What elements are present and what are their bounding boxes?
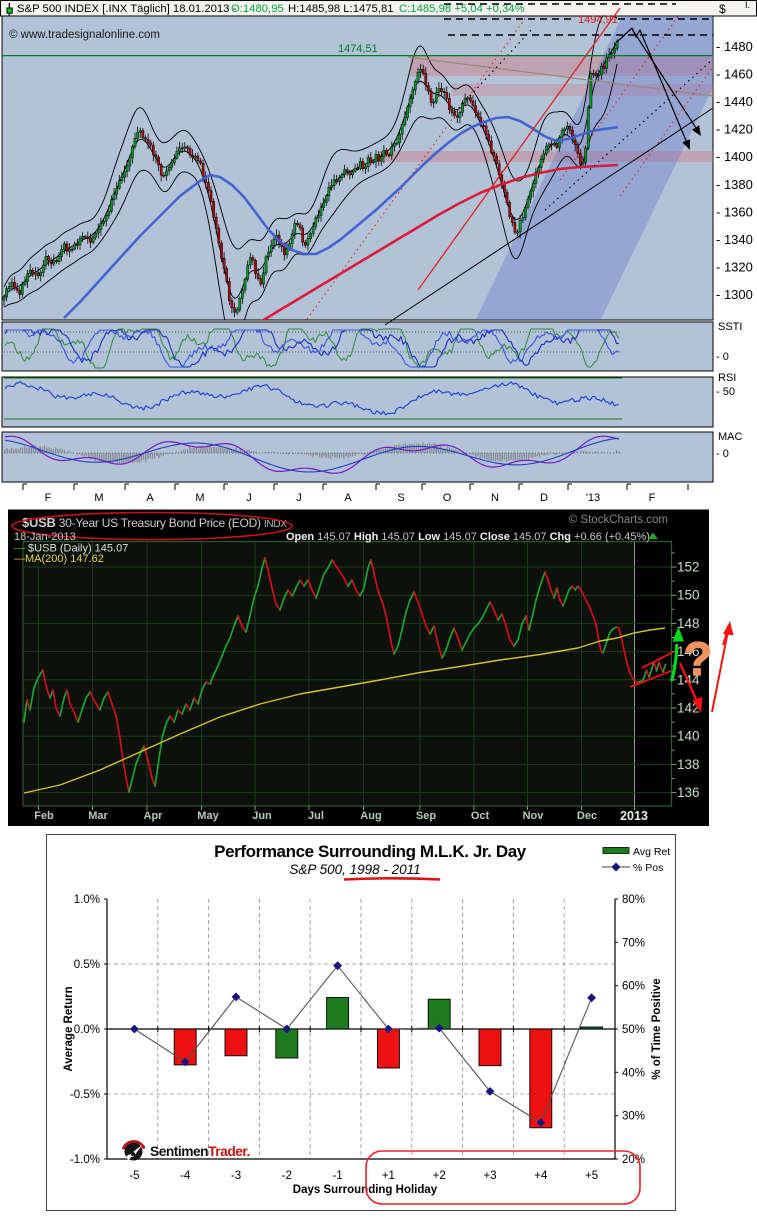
svg-text:Mar: Mar	[88, 810, 108, 822]
svg-text:S&P 500 INDEX [.INX Täglich]: S&P 500 INDEX [.INX Täglich] 18.01.2013 …	[17, 3, 237, 15]
svg-text:A: A	[146, 492, 154, 504]
svg-text:% of Time Positive: % of Time Positive	[651, 978, 663, 1079]
svg-text:- 1300: - 1300	[716, 287, 753, 302]
svg-text:Jun: Jun	[252, 810, 272, 822]
svg-text:146: 146	[677, 644, 700, 659]
svg-text:0.0%: 0.0%	[74, 1024, 100, 1036]
svg-text:C:1485,98 +5,04 +0,34%: C:1485,98 +5,04 +0,34%	[399, 3, 525, 15]
svg-text:Aug: Aug	[360, 810, 381, 822]
svg-text:1474,51: 1474,51	[338, 43, 378, 55]
svg-text:- 1480: - 1480	[716, 39, 753, 54]
svg-text:- 1460: - 1460	[716, 67, 753, 82]
svg-text:-4: -4	[180, 1170, 191, 1182]
svg-text:50%: 50%	[622, 1024, 645, 1036]
svg-text:N: N	[491, 492, 499, 504]
svg-text:+2: +2	[433, 1170, 446, 1182]
svg-text:30%: 30%	[622, 1111, 645, 1123]
svg-text:S: S	[397, 492, 404, 504]
svg-text:-3: -3	[231, 1170, 241, 1182]
svg-text:70%: 70%	[622, 937, 645, 949]
svg-text:-1: -1	[332, 1170, 342, 1182]
svg-text:-1.0%: -1.0%	[70, 1154, 100, 1166]
svg-text:148: 148	[677, 616, 700, 631]
svg-text:-2: -2	[282, 1170, 292, 1182]
svg-text:+3: +3	[483, 1170, 496, 1182]
svg-text:- 1360: - 1360	[716, 204, 753, 219]
svg-text:80%: 80%	[622, 894, 645, 906]
svg-text:142: 142	[677, 701, 700, 716]
svg-text:1.0%: 1.0%	[74, 894, 100, 906]
svg-text:O:1480,95: O:1480,95	[231, 3, 284, 15]
svg-text:- 50: - 50	[716, 386, 735, 398]
svg-text:© StockCharts.com: © StockCharts.com	[569, 514, 668, 526]
svg-text:Nov: Nov	[523, 810, 545, 822]
svg-text:152: 152	[677, 560, 700, 575]
svg-text:- 0: - 0	[716, 351, 729, 363]
svg-text:—MA(200) 147.62: —MA(200) 147.62	[14, 553, 104, 565]
svg-text:Average Return: Average Return	[63, 986, 75, 1071]
svg-text:$: $	[719, 2, 726, 16]
svg-text:138: 138	[677, 757, 700, 772]
svg-text:Feb: Feb	[34, 810, 54, 822]
svg-text:'13: '13	[586, 492, 600, 504]
svg-text:- 1440: - 1440	[716, 94, 753, 109]
svg-text:J: J	[296, 492, 302, 504]
svg-text:-0.5%: -0.5%	[70, 1089, 100, 1101]
svg-text:0.5%: 0.5%	[74, 959, 100, 971]
svg-text:SentimenTrader.: SentimenTrader.	[150, 1144, 250, 1159]
svg-text:I.: I.	[745, 0, 750, 10]
svg-text:© www.tradesignalonline.com: © www.tradesignalonline.com	[9, 29, 160, 41]
svg-text:+5: +5	[585, 1170, 598, 1182]
svg-text:Days Surrounding Holiday: Days Surrounding Holiday	[293, 1184, 438, 1196]
svg-text:H:1485,98 L:1475,81: H:1485,98 L:1475,81	[288, 3, 394, 15]
svg-text:- 1380: - 1380	[716, 177, 753, 192]
svg-text:- 1400: - 1400	[716, 149, 753, 164]
svg-text:Apr: Apr	[144, 810, 164, 822]
svg-text:Open 145.07 High 145.07 Low 14: Open 145.07 High 145.07 Low 145.07 Close…	[286, 531, 650, 543]
svg-text:1494,91: 1494,91	[578, 14, 618, 26]
svg-text:18-Jan-2013: 18-Jan-2013	[14, 531, 76, 543]
svg-text:RSI: RSI	[718, 372, 736, 384]
svg-text:F: F	[649, 492, 656, 504]
svg-text:— $USB (Daily) 145.07: — $USB (Daily) 145.07	[14, 543, 128, 555]
svg-text:O: O	[443, 492, 452, 504]
svg-text:Performance Surrounding M.L.K.: Performance Surrounding M.L.K. Jr. Day	[214, 842, 527, 861]
svg-text:May: May	[197, 810, 219, 822]
svg-text:+4: +4	[534, 1170, 548, 1182]
svg-text:- 1320: - 1320	[716, 260, 753, 275]
svg-text:Sep: Sep	[416, 810, 436, 822]
svg-text:136: 136	[677, 785, 700, 800]
svg-text:M: M	[94, 492, 103, 504]
svg-text:Avg Ret: Avg Ret	[633, 846, 670, 858]
svg-text:- 1420: - 1420	[716, 122, 753, 137]
svg-text:20%: 20%	[622, 1154, 645, 1166]
svg-text:S&P 500, 1998 - 2011: S&P 500, 1998 - 2011	[289, 862, 420, 877]
svg-text:?: ?	[684, 632, 713, 685]
svg-text:- 0: - 0	[716, 448, 729, 460]
svg-text:- 1340: - 1340	[716, 232, 753, 247]
svg-text:60%: 60%	[622, 981, 645, 993]
svg-text:2013: 2013	[620, 809, 648, 823]
svg-text:Jul: Jul	[308, 810, 324, 822]
svg-text:A: A	[344, 492, 352, 504]
svg-text:J: J	[246, 492, 252, 504]
svg-text:% Pos: % Pos	[633, 862, 663, 874]
svg-text:D: D	[540, 492, 548, 504]
svg-text:MAC: MAC	[718, 431, 743, 443]
svg-text:140: 140	[677, 729, 700, 744]
svg-text:$USB 30-Year US Treasury Bond: $USB 30-Year US Treasury Bond Price (EOD…	[22, 515, 287, 530]
svg-text:Oct: Oct	[471, 810, 490, 822]
svg-text:-5: -5	[129, 1170, 139, 1182]
svg-text:40%: 40%	[622, 1067, 645, 1079]
svg-text:F: F	[45, 492, 52, 504]
svg-text:Dec: Dec	[577, 810, 597, 822]
svg-text:150: 150	[677, 588, 700, 603]
svg-text:SSTI: SSTI	[718, 321, 742, 333]
svg-text:M: M	[195, 492, 204, 504]
svg-text:+1: +1	[382, 1170, 395, 1182]
